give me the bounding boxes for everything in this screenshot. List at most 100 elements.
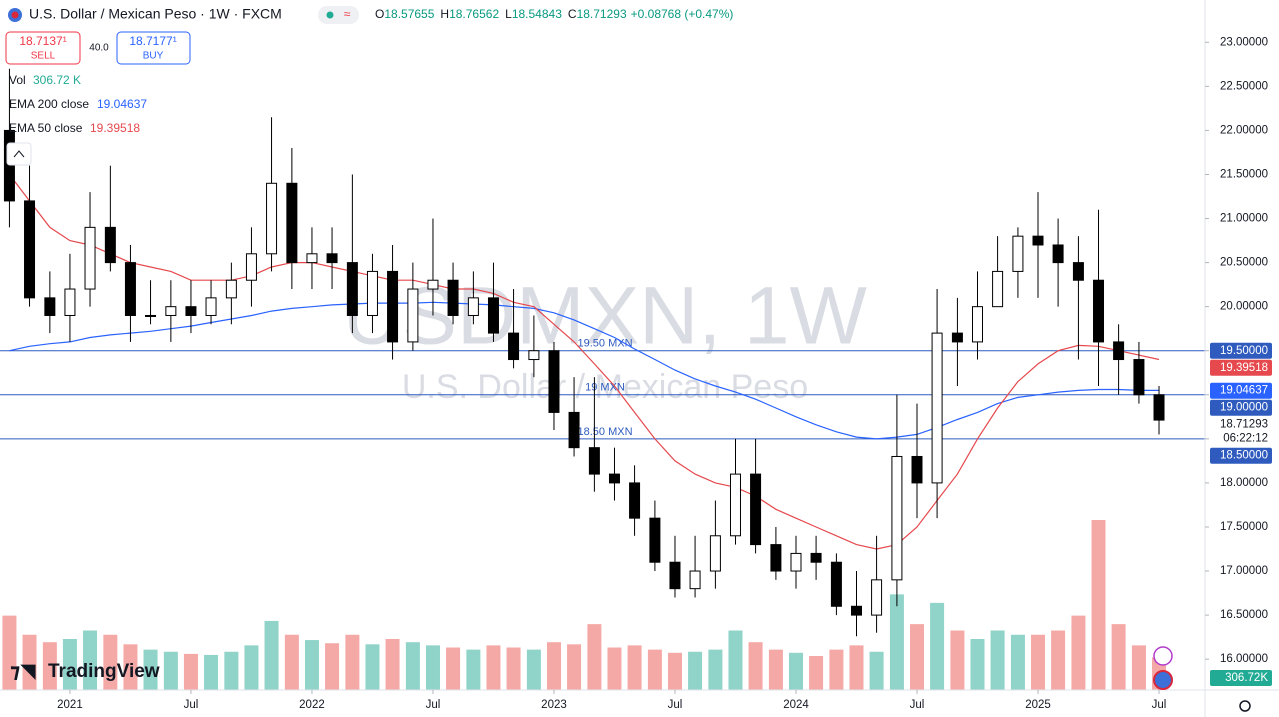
candle (487, 262, 499, 342)
volume-bar (22, 634, 37, 690)
candle-body (951, 332, 963, 343)
volume-bar (183, 653, 198, 690)
candle-body (326, 253, 338, 264)
candle-body (992, 270, 1004, 308)
volume-bar (325, 643, 340, 690)
candle-body (44, 297, 56, 316)
y-tick-label: 17.00000 (1220, 565, 1268, 577)
candle-body (548, 350, 560, 413)
symbol-title[interactable]: U.S. Dollar / Mexican Peso · 1W · FXCM (29, 6, 282, 22)
y-tick-label: 21.50000 (1220, 169, 1268, 181)
volume-bar (667, 652, 682, 690)
volume-bar (990, 630, 1005, 690)
candle (245, 227, 257, 307)
volume-bar (42, 642, 57, 690)
currency-icon[interactable] (1153, 670, 1173, 690)
volume-bar (708, 649, 723, 690)
candle (608, 447, 620, 501)
volume-bar (466, 649, 481, 690)
candle (24, 165, 36, 307)
legend-ema-name: EMA 200 close (9, 97, 89, 111)
candle (790, 535, 802, 589)
volume-bar (83, 630, 98, 690)
candle (689, 535, 701, 598)
candle-body (1072, 262, 1084, 281)
candle-body (1093, 279, 1105, 343)
buy-label: BUY (143, 51, 164, 62)
candle (911, 403, 923, 519)
candle (1153, 385, 1165, 435)
settings-icon[interactable] (1239, 700, 1251, 712)
volume-bar (62, 639, 77, 690)
volume-bar (768, 649, 783, 690)
price-tag (1210, 359, 1272, 376)
y-tick-label: 23.00000 (1220, 36, 1268, 48)
candle-body (205, 297, 217, 316)
candle (891, 394, 903, 607)
change: +0.08768 (+0.47%) (631, 7, 734, 21)
price-tag (1210, 342, 1272, 359)
candle-body (871, 579, 883, 616)
candle (528, 315, 540, 378)
volume-bar (728, 630, 743, 690)
candle-body (427, 279, 439, 290)
alert-icon[interactable] (1153, 646, 1173, 666)
candle (44, 271, 56, 334)
candle-body (84, 226, 96, 290)
ohlc-key: O (375, 7, 384, 21)
volume-bar (526, 649, 541, 690)
ohlc-values: O18.57655 H18.76562 L18.54843 C18.71293 +0.0… (375, 7, 733, 21)
legend-volume-name: Vol (9, 73, 26, 87)
candle-body (689, 570, 701, 590)
volume-bar (143, 649, 158, 690)
candle (447, 262, 459, 325)
ohlc-key: C (568, 7, 577, 21)
y-tick-label: 18.00000 (1220, 477, 1268, 489)
volume-bar (546, 642, 561, 690)
x-tick-label: 2021 (57, 699, 83, 711)
candle-body (64, 288, 76, 316)
candle-body (165, 306, 177, 316)
volume-bar (829, 649, 844, 690)
market-status[interactable] (318, 6, 359, 24)
volume-bar (647, 649, 662, 690)
candle-body (750, 473, 762, 546)
candle (124, 244, 136, 342)
candle-body (528, 350, 540, 361)
candle-body (1113, 341, 1125, 361)
candle-body (810, 552, 822, 563)
volume-bar (506, 647, 521, 690)
candle (871, 535, 883, 633)
volume-bar (688, 651, 703, 690)
candle-body (447, 279, 459, 316)
buy-button[interactable] (116, 31, 191, 65)
candle-body (608, 473, 620, 484)
y-tick-label: 22.00000 (1220, 124, 1268, 136)
collapse-button[interactable] (6, 142, 32, 166)
ema-line (9, 301, 1159, 440)
market-status-dot (326, 11, 334, 19)
candle-body (366, 270, 378, 316)
volume-bar (365, 644, 380, 690)
candle-body (972, 306, 984, 343)
candle-body (931, 332, 943, 484)
candle-body (245, 253, 257, 281)
sell-button[interactable] (5, 31, 81, 65)
brand-logo: ⁊◥ (10, 660, 36, 682)
volume-bar (345, 634, 360, 690)
candle (729, 438, 741, 545)
volume-bar (950, 630, 965, 690)
volume-bar (1031, 634, 1046, 690)
x-tick-label: Jul (426, 699, 441, 711)
candle (185, 280, 197, 334)
candle (951, 297, 963, 386)
candle-body (286, 182, 298, 264)
volume-bar (224, 651, 239, 690)
ohlc-value: 18.54843 (512, 7, 562, 21)
ohlc-key: L (505, 7, 512, 21)
level-label: 19 MXN (585, 382, 625, 394)
candle-body (911, 455, 923, 484)
volume-bar (849, 645, 864, 690)
volume-bar (385, 639, 400, 690)
candle-body (467, 297, 479, 316)
